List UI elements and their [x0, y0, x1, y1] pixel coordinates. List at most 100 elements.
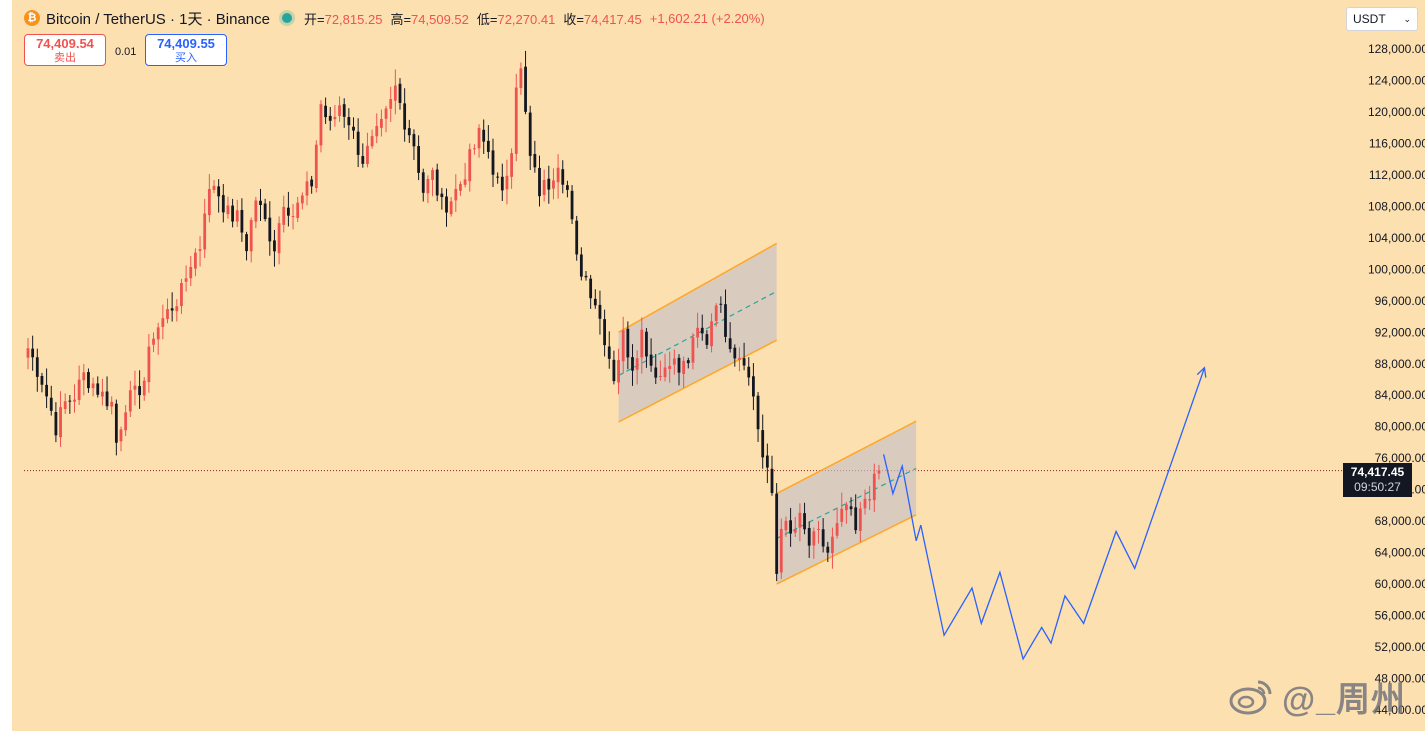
candle: [287, 191, 290, 227]
candle-body: [691, 337, 695, 363]
candle: [849, 497, 853, 516]
candle: [542, 169, 546, 202]
candle: [77, 365, 81, 405]
candle-body: [198, 249, 202, 251]
candle-body: [635, 358, 639, 370]
weibo-watermark: @_周州: [1228, 672, 1418, 720]
current-price-label: 74,417.45 09:50:27: [1343, 463, 1412, 497]
sell-button[interactable]: 74,409.54 卖出: [24, 34, 106, 66]
y-axis-tick-label: 80,000.00: [1375, 420, 1425, 434]
candle: [775, 483, 779, 582]
currency-select[interactable]: USDT ⌄: [1346, 7, 1418, 31]
candle-body: [677, 357, 681, 373]
candle: [835, 507, 839, 539]
sell-label: 卖出: [54, 52, 76, 64]
candle-body: [524, 66, 527, 112]
candle: [49, 385, 53, 416]
candle-body: [449, 201, 453, 215]
chevron-down-icon: ⌄: [1403, 13, 1411, 24]
candle-body: [31, 348, 35, 358]
candle-body: [91, 383, 95, 389]
candle: [793, 516, 797, 537]
candle-body: [705, 334, 709, 345]
chart-area[interactable]: 128,000.00 124,000.00 120,000.00 116,000.00…: [12, 0, 1425, 731]
candle: [142, 377, 146, 401]
candle: [570, 185, 574, 225]
candle-body: [724, 304, 727, 337]
candle-body: [342, 104, 346, 117]
candle: [738, 347, 741, 372]
ohlc-close: 收=74,417.45: [563, 11, 642, 27]
candle-body: [719, 303, 723, 305]
candle-body: [514, 87, 518, 154]
candle-body: [840, 508, 844, 522]
candle: [682, 356, 686, 388]
candle: [259, 188, 262, 221]
buy-button[interactable]: 74,409.55 买入: [145, 34, 227, 66]
candle-body: [282, 206, 286, 225]
candle: [514, 73, 518, 162]
candle: [524, 50, 527, 115]
candle-body: [417, 146, 420, 173]
candle-body: [459, 183, 462, 191]
candle-body: [156, 327, 160, 340]
candle: [473, 144, 476, 155]
candle-body: [161, 318, 165, 327]
candle-body: [421, 172, 425, 193]
candle: [310, 175, 314, 194]
candle-body: [300, 195, 304, 204]
candle-body: [682, 360, 686, 374]
ohlc-low: 低=72,270.41: [476, 11, 556, 27]
candle-body: [203, 213, 207, 250]
candle-body: [742, 358, 746, 366]
candle: [245, 231, 248, 261]
candle: [547, 165, 551, 204]
candle: [672, 349, 676, 375]
candle: [640, 317, 644, 374]
candle: [184, 265, 188, 292]
candle: [863, 489, 867, 515]
candle: [872, 463, 876, 513]
candle: [389, 86, 393, 123]
candle-body: [849, 506, 853, 510]
candle-body: [542, 179, 546, 195]
candle-body: [463, 179, 467, 185]
candle-body: [114, 403, 118, 443]
candle: [375, 113, 379, 144]
bitcoin-icon: ₿: [24, 10, 40, 26]
candle-body: [370, 136, 374, 147]
symbol-title[interactable]: Bitcoin / TetherUS · 1天 · Binance: [46, 10, 270, 28]
candle: [789, 507, 792, 547]
candle: [812, 527, 816, 559]
candle: [719, 296, 723, 313]
candle: [426, 175, 430, 204]
candle-body: [854, 507, 858, 531]
candle-body: [296, 202, 300, 218]
candle-body: [747, 366, 751, 378]
candle: [617, 348, 620, 395]
candle-body: [361, 156, 365, 164]
candle-body: [314, 144, 318, 189]
candle: [440, 187, 444, 210]
candle-body: [807, 527, 811, 546]
candle: [54, 402, 58, 443]
channel-upper-line: [618, 242, 778, 333]
candle-body: [626, 328, 630, 358]
candle-body: [35, 357, 39, 377]
candle: [705, 330, 709, 349]
y-axis-tick-label: 112,000.00: [1369, 168, 1425, 182]
price-chart[interactable]: 128,000.00 124,000.00 120,000.00 116,000.00…: [12, 0, 1425, 731]
candle: [114, 399, 118, 456]
candle-body: [710, 321, 713, 347]
candle-body: [672, 358, 676, 365]
candle: [700, 314, 704, 341]
ohlc-high: 高=74,509.52: [390, 11, 469, 27]
candle-body: [496, 176, 500, 178]
candle: [668, 351, 672, 383]
candle-body: [231, 205, 234, 222]
candle: [756, 391, 760, 442]
candle-body: [877, 470, 881, 474]
candle-body: [714, 305, 718, 322]
candle: [584, 270, 588, 281]
candle-body: [393, 85, 397, 101]
